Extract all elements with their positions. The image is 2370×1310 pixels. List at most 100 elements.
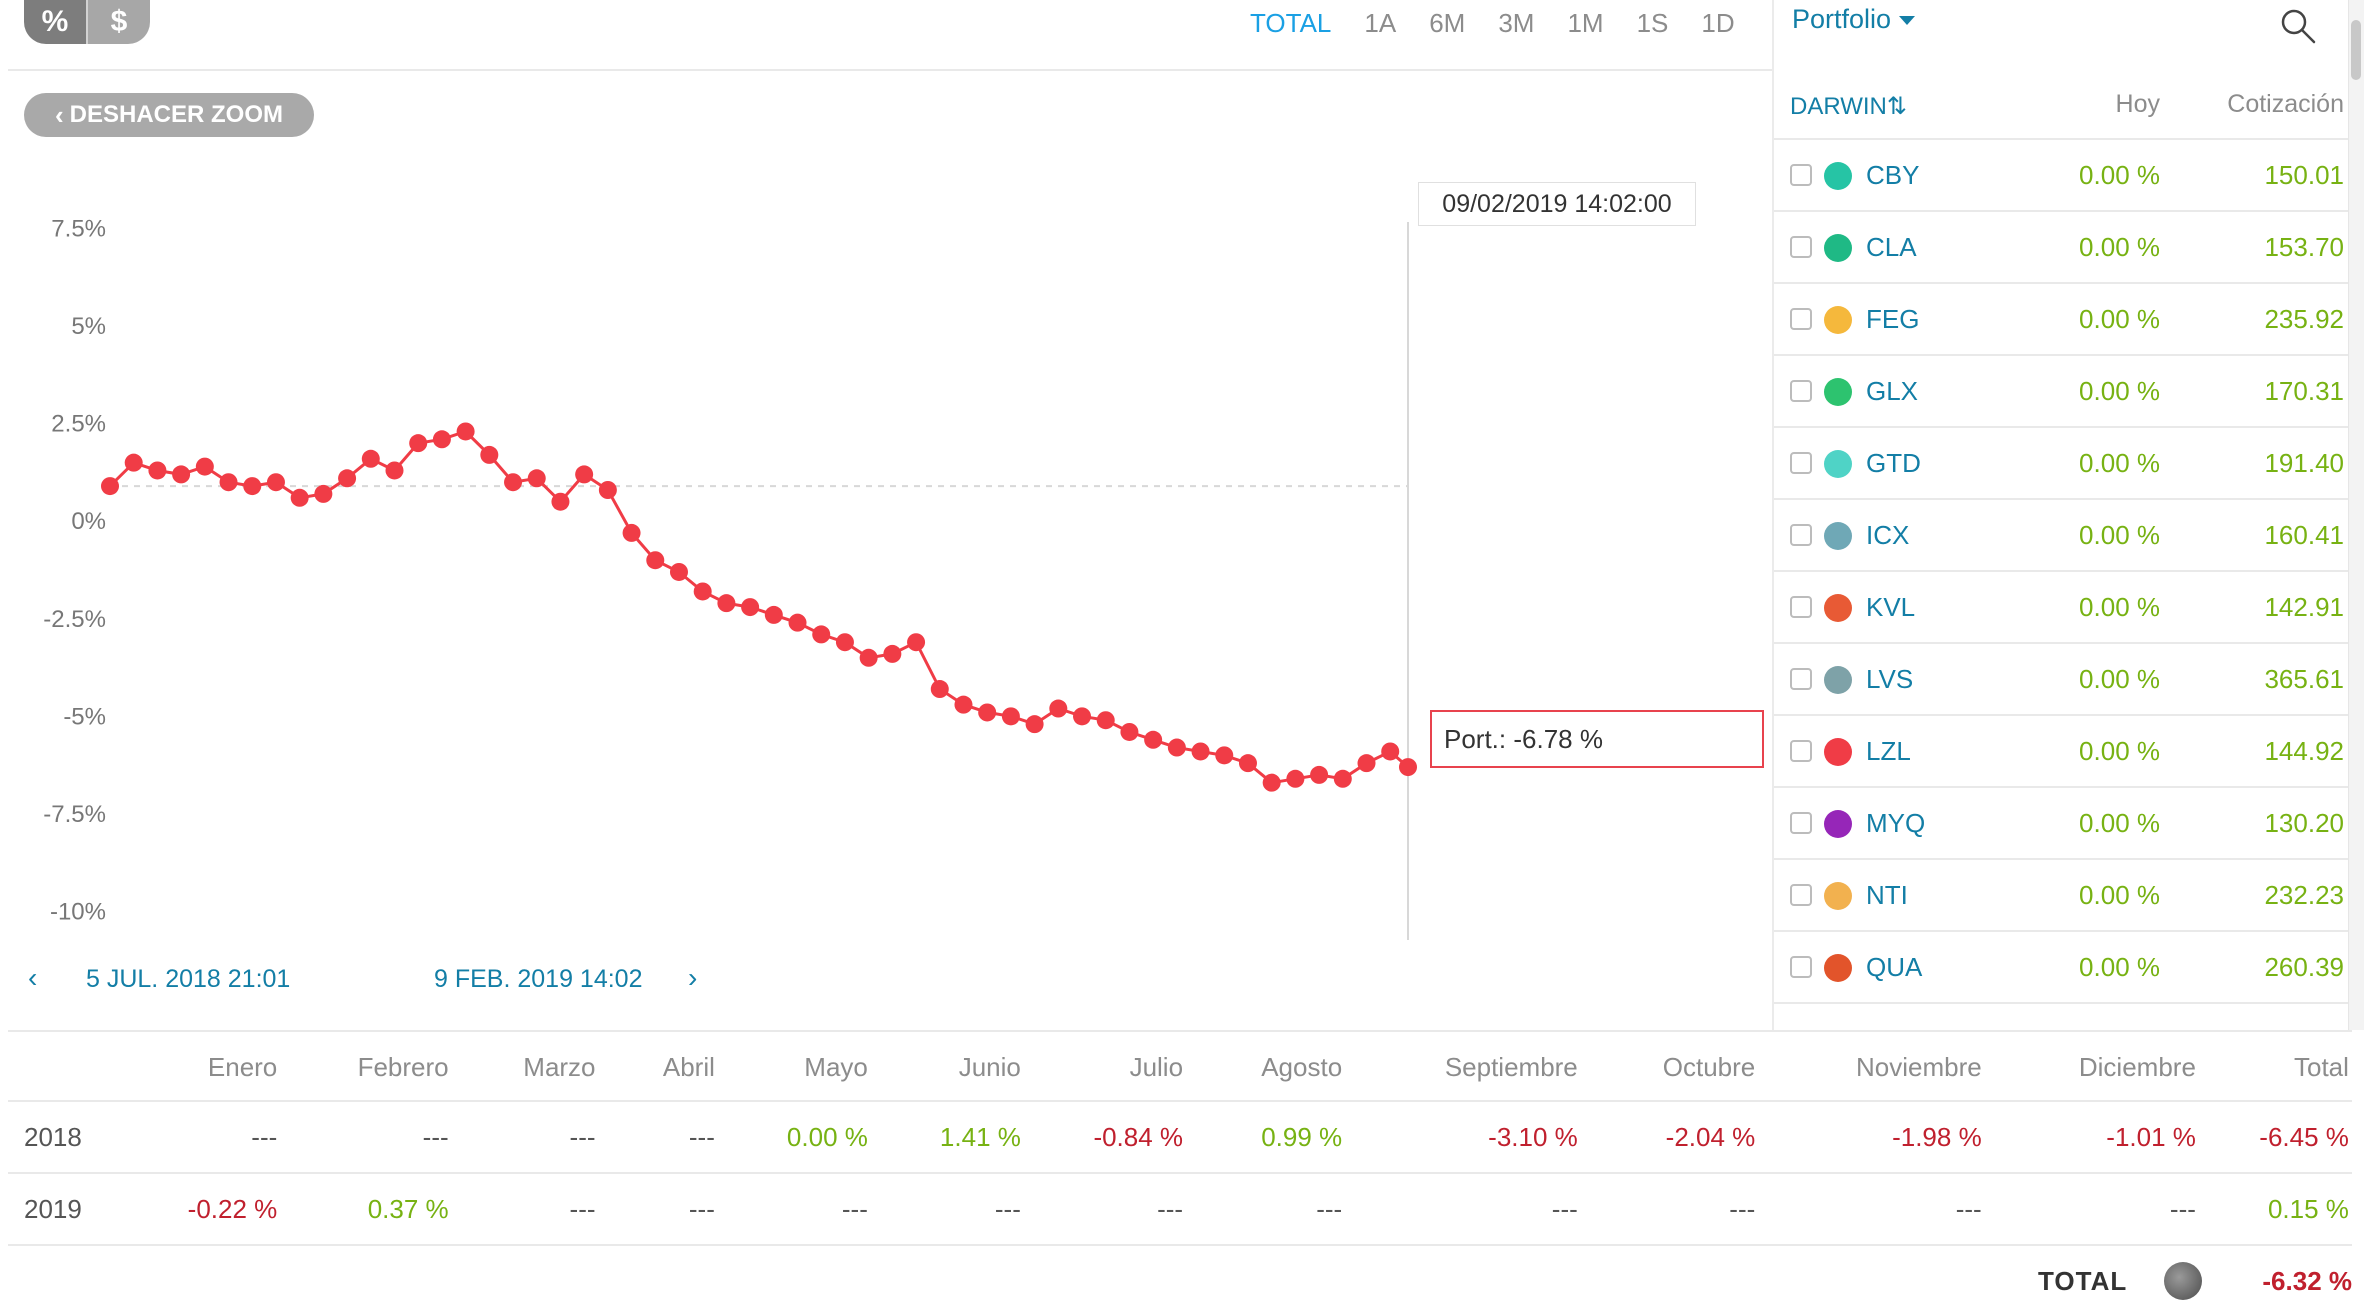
data-point[interactable] — [1120, 722, 1139, 741]
data-point[interactable] — [1191, 742, 1210, 761]
data-point[interactable] — [361, 449, 380, 468]
data-point[interactable] — [480, 445, 499, 464]
date-next-arrow-icon[interactable]: › — [688, 962, 698, 993]
darwin-name[interactable]: LVS — [1866, 664, 1914, 694]
darwin-checkbox[interactable] — [1790, 452, 1812, 474]
darwin-row[interactable]: FEG 0.00 % 235.92 — [1774, 284, 2348, 356]
data-point[interactable] — [195, 457, 214, 476]
range-1s-button[interactable]: 1S — [1636, 8, 1669, 38]
portfolio-chart[interactable]: 7.5% 5% 2.5% 0% -2.5% -5% -7.5% -10% — [0, 170, 1772, 970]
percent-toggle-button[interactable]: % — [24, 0, 86, 44]
darwin-name[interactable]: CLA — [1866, 232, 1917, 262]
darwin-row[interactable]: CBY 0.00 % 150.01 — [1774, 140, 2348, 212]
data-point[interactable] — [1286, 769, 1305, 788]
darwin-row[interactable]: CLA 0.00 % 153.70 — [1774, 212, 2348, 284]
undo-zoom-button[interactable]: ‹ DESHACER ZOOM — [24, 93, 314, 137]
data-point[interactable] — [1215, 746, 1234, 765]
data-point[interactable] — [812, 625, 831, 644]
darwin-name[interactable]: FEG — [1866, 304, 1920, 334]
data-point[interactable] — [1310, 765, 1329, 784]
portfolio-dropdown[interactable]: Portfolio — [1792, 4, 1916, 35]
darwin-checkbox[interactable] — [1790, 524, 1812, 546]
data-point[interactable] — [717, 594, 736, 613]
data-point[interactable] — [1049, 699, 1068, 718]
range-start-date[interactable]: 5 JUL. 2018 21:01 — [86, 965, 291, 993]
data-point[interactable] — [669, 562, 688, 581]
darwin-row[interactable]: KVL 0.00 % 142.91 — [1774, 572, 2348, 644]
search-icon[interactable] — [2278, 6, 2318, 46]
data-point[interactable] — [1238, 754, 1257, 773]
data-point[interactable] — [385, 461, 404, 480]
data-point[interactable] — [859, 648, 878, 667]
darwin-name[interactable]: LZL — [1866, 736, 1911, 766]
data-point[interactable] — [907, 633, 926, 652]
darwin-checkbox[interactable] — [1790, 236, 1812, 258]
data-point[interactable] — [622, 523, 641, 542]
data-point[interactable] — [575, 465, 594, 484]
darwin-checkbox[interactable] — [1790, 308, 1812, 330]
data-point[interactable] — [1144, 730, 1163, 749]
range-total-button[interactable]: TOTAL — [1250, 8, 1332, 38]
data-point[interactable] — [764, 605, 783, 624]
data-point[interactable] — [1399, 758, 1417, 777]
data-point[interactable] — [338, 469, 357, 488]
darwin-row[interactable]: LVS 0.00 % 365.61 — [1774, 644, 2348, 716]
darwin-checkbox[interactable] — [1790, 668, 1812, 690]
darwin-name[interactable]: KVL — [1866, 592, 1916, 622]
darwin-name[interactable]: ICX — [1866, 520, 1910, 550]
currency-mode-toggle[interactable]: % $ — [24, 0, 150, 44]
data-point[interactable] — [1333, 769, 1352, 788]
range-1a-button[interactable]: 1A — [1364, 8, 1397, 38]
data-point[interactable] — [1073, 707, 1092, 726]
data-point[interactable] — [504, 473, 523, 492]
range-end-date[interactable]: 9 FEB. 2019 14:02 — [434, 965, 643, 993]
darwin-checkbox[interactable] — [1790, 380, 1812, 402]
data-point[interactable] — [314, 484, 333, 503]
darwin-column-header[interactable]: DARWIN⇅ — [1790, 93, 1907, 120]
today-column-header[interactable]: Hoy — [2115, 90, 2160, 118]
data-point[interactable] — [598, 481, 617, 499]
data-point[interactable] — [551, 492, 570, 511]
darwin-list-scrollbar[interactable] — [2348, 0, 2364, 1030]
darwin-row[interactable]: NTI 0.00 % 232.23 — [1774, 860, 2348, 932]
data-point[interactable] — [930, 680, 949, 699]
data-point[interactable] — [1167, 738, 1186, 757]
darwin-row[interactable]: ICX 0.00 % 160.41 — [1774, 500, 2348, 572]
darwin-checkbox[interactable] — [1790, 596, 1812, 618]
data-point[interactable] — [219, 473, 238, 492]
darwin-row[interactable]: QUA 0.00 % 260.39 — [1774, 932, 2348, 1004]
darwin-checkbox[interactable] — [1790, 740, 1812, 762]
data-point[interactable] — [456, 422, 475, 441]
darwin-name[interactable]: MYQ — [1866, 808, 1926, 838]
darwin-checkbox[interactable] — [1790, 884, 1812, 906]
range-6m-button[interactable]: 6M — [1429, 8, 1466, 38]
data-point[interactable] — [835, 633, 854, 652]
darwin-name[interactable]: CBY — [1866, 160, 1920, 190]
data-point[interactable] — [741, 598, 760, 617]
data-point[interactable] — [788, 613, 807, 632]
darwin-name[interactable]: GTD — [1866, 448, 1921, 478]
darwin-row[interactable]: GLX 0.00 % 170.31 — [1774, 356, 2348, 428]
data-point[interactable] — [1025, 715, 1044, 734]
data-point[interactable] — [101, 477, 119, 496]
darwin-row[interactable]: GTD 0.00 % 191.40 — [1774, 428, 2348, 500]
data-point[interactable] — [124, 453, 143, 472]
range-1d-button[interactable]: 1D — [1701, 8, 1735, 38]
darwin-row[interactable]: MYQ 0.00 % 130.20 — [1774, 788, 2348, 860]
data-point[interactable] — [409, 434, 428, 453]
darwin-checkbox[interactable] — [1790, 812, 1812, 834]
range-1m-button[interactable]: 1M — [1567, 8, 1604, 38]
data-point[interactable] — [527, 469, 546, 488]
data-point[interactable] — [954, 695, 973, 714]
scrollbar-thumb[interactable] — [2351, 20, 2361, 80]
data-point[interactable] — [432, 430, 451, 449]
darwin-name[interactable]: NTI — [1866, 880, 1908, 910]
darwin-checkbox[interactable] — [1790, 164, 1812, 186]
darwin-row[interactable]: LZL 0.00 % 144.92 — [1774, 716, 2348, 788]
darwin-name[interactable]: QUA — [1866, 952, 1923, 982]
data-point[interactable] — [1381, 742, 1400, 761]
data-point[interactable] — [243, 477, 262, 496]
data-point[interactable] — [148, 461, 167, 480]
dollar-toggle-button[interactable]: $ — [88, 0, 150, 44]
data-point[interactable] — [1001, 707, 1020, 726]
